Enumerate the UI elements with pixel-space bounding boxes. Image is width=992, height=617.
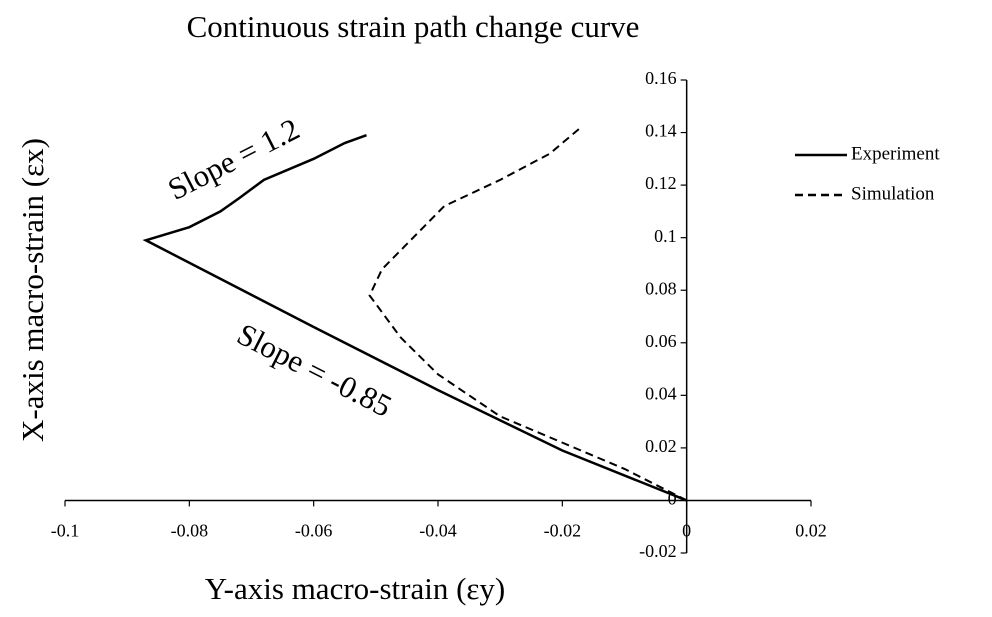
x-tick-label: -0.08 [171, 521, 209, 541]
series-line [142, 134, 688, 502]
y-tick-label: 0.1 [654, 226, 677, 246]
x-tick-label: 0.02 [795, 521, 827, 541]
y-tick-label: 0 [668, 489, 677, 509]
y-tick-label: 0.12 [645, 173, 677, 193]
legend-label: Experiment [851, 143, 940, 164]
series-line [368, 126, 688, 502]
y-tick-label: 0.06 [645, 331, 677, 351]
legend-label: Simulation [851, 183, 935, 204]
x-tick-label: 0 [682, 521, 691, 541]
chart-title: Continuous strain path change curve [187, 9, 640, 44]
y-tick-label: 0.08 [645, 278, 677, 298]
y-tick-label: 0.04 [645, 383, 677, 403]
x-axis-label: Y-axis macro-strain (εy) [205, 571, 506, 606]
y-axis-label: X-axis macro-strain (εx) [15, 138, 50, 442]
x-tick-label: -0.04 [419, 521, 457, 541]
x-tick-label: -0.02 [544, 521, 582, 541]
x-tick-label: -0.06 [295, 521, 333, 541]
y-tick-label: -0.02 [639, 541, 677, 561]
y-tick-label: 0.02 [645, 436, 677, 456]
y-tick-label: 0.16 [645, 68, 677, 88]
x-tick-label: -0.1 [51, 521, 80, 541]
y-tick-label: 0.14 [645, 121, 677, 141]
